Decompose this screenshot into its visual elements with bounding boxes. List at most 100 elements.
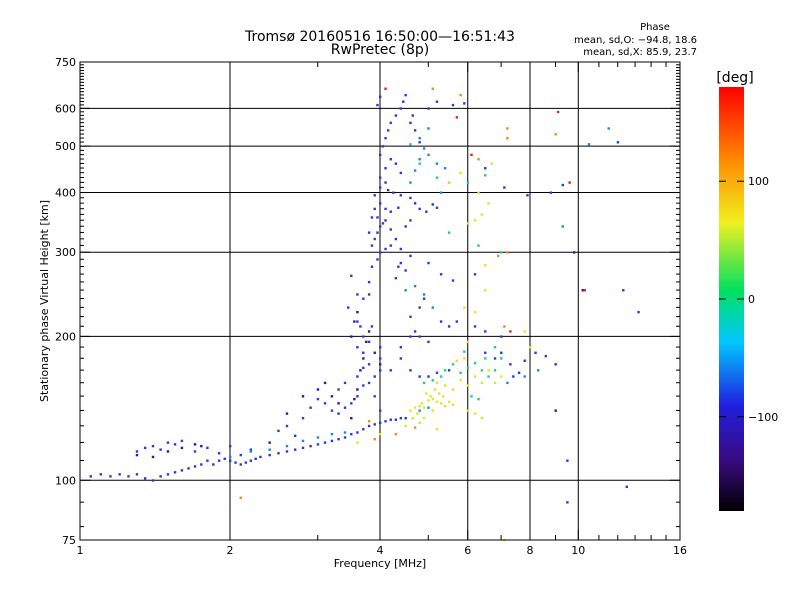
data-point [268,448,271,451]
data-point [356,431,359,434]
data-point [451,388,455,391]
data-point [503,325,506,328]
data-point [350,335,353,338]
data-point [422,416,426,420]
data-point [316,397,320,401]
data-point [487,375,490,378]
data-point [379,421,382,425]
data-point [379,153,382,157]
data-point [554,409,557,412]
data-point [249,459,253,462]
data-point [206,459,209,462]
data-point [411,114,414,117]
data-point [268,441,271,444]
data-point [301,439,305,443]
data-point [151,444,155,448]
data-point [379,95,382,98]
data-point [193,450,197,453]
data-point [109,475,112,478]
data-point [381,222,385,225]
data-point [229,455,232,459]
data-point [413,426,417,429]
data-point [394,237,398,241]
data-point [422,381,426,385]
data-point [466,384,470,387]
data-point [418,141,421,144]
data-point [418,375,421,378]
data-point [447,369,451,372]
data-point [384,219,387,222]
data-point [477,191,480,194]
data-point [277,429,280,433]
colorbar-ticks: 100 0 −100 [719,175,778,424]
data-point [473,412,477,415]
data-point [473,375,477,378]
data-point [425,392,428,395]
data-point [323,441,327,444]
data-point [470,153,473,157]
data-point [484,174,487,177]
data-point [418,137,421,140]
data-point [173,443,177,446]
data-point [447,181,451,184]
data-point [413,129,417,132]
data-point [409,335,412,338]
data-point [330,395,334,398]
data-point [496,254,500,258]
data-point [367,330,371,333]
data-point [379,357,382,360]
data-point [463,357,466,360]
data-point [394,276,398,280]
data-point [187,467,190,470]
data-point [439,402,443,405]
data-point [249,450,253,453]
y-tick-label: 500 [55,140,76,153]
data-point [367,340,371,344]
data-point [455,320,459,323]
data-point [561,183,564,187]
data-point [500,351,503,354]
data-point [484,351,487,354]
data-point [384,420,387,423]
data-point [523,330,526,333]
data-point [373,194,376,197]
data-point [397,265,400,268]
data-point [572,251,576,254]
data-point [463,102,466,105]
data-point [381,145,385,148]
x-axis-ticks: 1 2 4 6 8 10 16 [77,62,687,557]
data-point [404,93,407,97]
data-point [477,158,480,161]
data-point [404,416,407,420]
data-point [370,325,374,328]
data-point [301,395,305,398]
data-point [418,158,421,161]
data-point [293,434,297,438]
data-point [404,289,407,292]
data-point [143,446,147,450]
data-point [500,357,503,360]
data-point [386,188,390,192]
colorbar-tick-label: 0 [748,293,755,306]
data-point [484,289,487,292]
data-point [362,351,365,354]
data-point [367,424,371,428]
data-point [365,340,368,344]
data-point [439,375,443,378]
data-point [435,206,439,209]
data-point [422,293,426,296]
data-point [389,210,392,213]
x-tick-label: 10 [571,544,585,557]
data-point [316,443,320,446]
data-point [473,361,477,365]
data-point [418,421,421,425]
data-point [99,473,103,476]
data-point [301,446,305,450]
data-point [359,369,362,372]
data-point [330,432,334,436]
data-point [330,439,334,443]
data-point [459,171,462,175]
data-point [376,216,379,219]
data-point [362,366,365,370]
data-point [394,114,398,117]
